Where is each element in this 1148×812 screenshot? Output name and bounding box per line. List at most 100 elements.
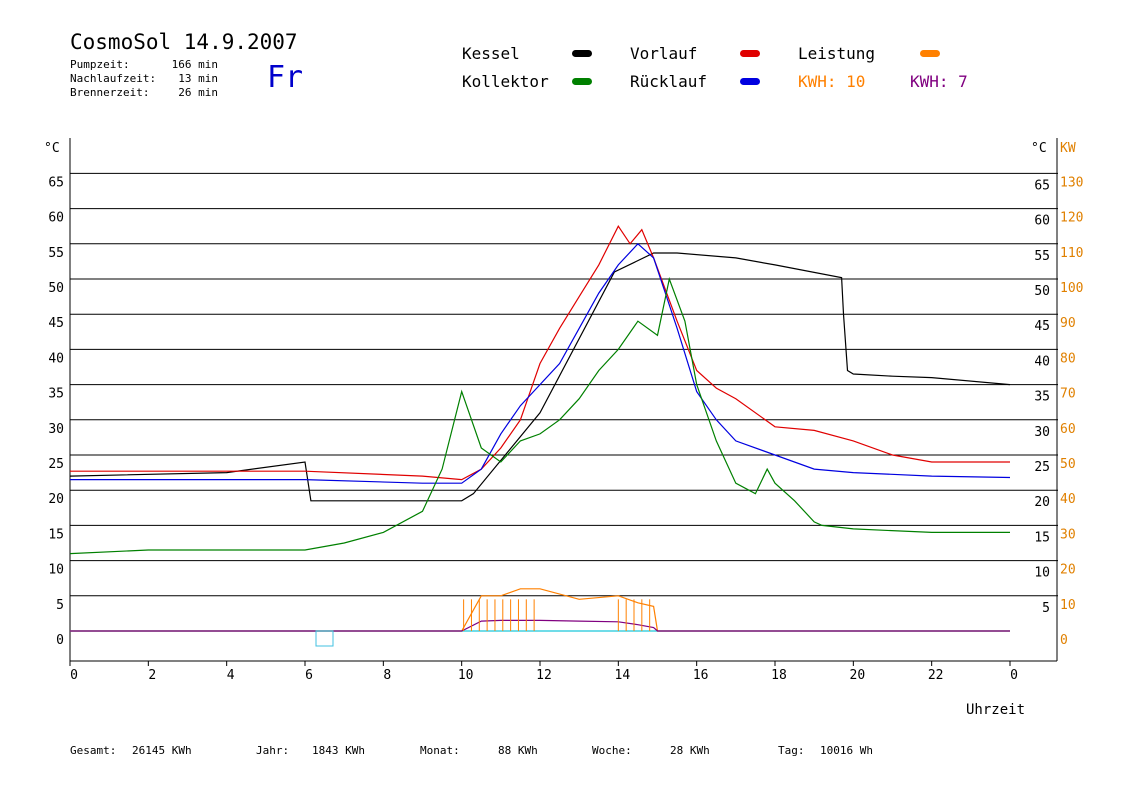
footer-tag-label: Tag:: [778, 744, 805, 757]
y-tick-power-100: 100: [1060, 281, 1083, 296]
y-tick-right-10: 10: [1034, 566, 1050, 581]
x-tick-10: 20: [850, 668, 866, 683]
y-tick-left-10: 10: [48, 563, 64, 578]
legend-kollektor-swatch: [572, 78, 592, 85]
x-axis-label: Uhrzeit: [966, 702, 1025, 718]
x-tick-1: 2: [148, 668, 156, 683]
x-tick-0: 0: [70, 668, 78, 683]
x-tick-8: 16: [693, 668, 709, 683]
footer-monat-value: 88 KWh: [498, 744, 538, 757]
legend-vorlauf-label: Vorlauf: [630, 44, 698, 63]
series-lines: [69, 225, 1011, 632]
y-tick-power-130: 130: [1060, 175, 1083, 190]
series-vorlauf: [70, 225, 1010, 481]
legend-ruecklauf-swatch: [740, 78, 760, 85]
y-tick-power-90: 90: [1060, 316, 1076, 331]
y-tick-power-40: 40: [1060, 492, 1076, 507]
legend-ruecklauf-label: Rücklauf: [630, 72, 708, 91]
y-tick-left-5: 5: [56, 598, 64, 613]
y-tick-left-0: 0: [56, 633, 64, 648]
legend-kollektor-label: Kollektor: [462, 72, 549, 91]
y-tick-power-70: 70: [1060, 387, 1076, 402]
y-tick-right-65: 65: [1034, 178, 1050, 193]
y-tick-left-25: 25: [48, 457, 64, 472]
legend-kwh-leistung: KWH: 10: [798, 72, 866, 91]
y-tick-power-0: 0: [1060, 633, 1068, 648]
y-tick-left-55: 55: [48, 246, 64, 261]
series-kwh: [70, 619, 1010, 632]
footer-woche-value: 28 KWh: [670, 744, 710, 757]
stat-brennerzeit-value: 26 min: [178, 86, 218, 99]
legend-kessel-label: Kessel: [462, 44, 520, 63]
stat-pumpzeit-label: Pumpzeit:: [70, 58, 130, 71]
weekday-label: Fr: [267, 60, 304, 95]
y-tick-left-20: 20: [48, 492, 64, 507]
series-kessel: [69, 252, 1011, 502]
y-tick-left-50: 50: [48, 281, 64, 296]
footer-jahr-label: Jahr:: [256, 744, 290, 757]
footer-tag-value: 10016 Wh: [820, 744, 873, 757]
y-tick-left-35: 35: [48, 387, 64, 402]
y-unit-left: °C: [44, 141, 60, 156]
y-tick-right-25: 25: [1034, 460, 1050, 475]
y-tick-power-120: 120: [1060, 211, 1083, 226]
y-tick-right-50: 50: [1034, 284, 1050, 299]
y-tick-left-30: 30: [48, 422, 64, 437]
y-tick-power-20: 20: [1060, 563, 1076, 578]
y-tick-right-40: 40: [1034, 354, 1050, 369]
stat-nachlaufzeit-label: Nachlaufzeit:: [70, 72, 157, 85]
stat-brennerzeit-label: Brennerzeit:: [70, 86, 150, 99]
y-tick-right-15: 15: [1034, 530, 1050, 545]
legend-leistung-swatch: [920, 50, 940, 57]
footer-woche-label: Woche:: [592, 744, 632, 757]
x-tick-11: 22: [928, 668, 944, 683]
stat-nachlaufzeit-value: 13 min: [178, 72, 218, 85]
grid-lines: [70, 172, 1058, 597]
y-tick-right-20: 20: [1034, 495, 1050, 510]
y-tick-left-60: 60: [48, 211, 64, 226]
x-tick-2: 4: [227, 668, 235, 683]
x-tick-7: 14: [615, 668, 631, 683]
y-tick-right-30: 30: [1034, 425, 1050, 440]
y-tick-power-80: 80: [1060, 351, 1076, 366]
y-tick-power-50: 50: [1060, 457, 1076, 472]
legend-kwh-second: KWH: 7: [910, 72, 968, 91]
y-tick-right-60: 60: [1034, 214, 1050, 229]
legend-kessel-swatch: [572, 50, 592, 57]
x-tick-6: 12: [536, 668, 552, 683]
legend-leistung-label: Leistung: [798, 44, 876, 63]
y-tick-left-15: 15: [48, 527, 64, 542]
x-tick-3: 6: [305, 668, 313, 683]
y-tick-left-40: 40: [48, 351, 64, 366]
x-tick-12: 0: [1010, 668, 1018, 683]
y-tick-power-60: 60: [1060, 422, 1076, 437]
y-tick-left-65: 65: [48, 175, 64, 190]
y-tick-power-30: 30: [1060, 527, 1076, 542]
y-tick-right-55: 55: [1034, 249, 1050, 264]
footer-monat-label: Monat:: [420, 744, 460, 757]
footer-gesamt-value: 26145 KWh: [132, 744, 192, 757]
x-tick-4: 8: [383, 668, 391, 683]
footer-gesamt-label: Gesamt:: [70, 744, 117, 757]
legend-vorlauf-swatch: [740, 50, 760, 57]
footer-jahr-value: 1843 KWh: [312, 744, 365, 757]
y-tick-left-45: 45: [48, 316, 64, 331]
y-tick-power-10: 10: [1060, 598, 1076, 613]
y-tick-power-110: 110: [1060, 246, 1083, 261]
y-unit-right-power: KW: [1060, 141, 1076, 156]
x-tick-9: 18: [771, 668, 787, 683]
series-kollektor: [69, 276, 1010, 555]
y-tick-right-5: 5: [1042, 601, 1050, 616]
axes: [69, 138, 1058, 662]
y-unit-right-temp: °C: [1031, 141, 1047, 156]
y-tick-right-45: 45: [1034, 319, 1050, 334]
series-leistung: [70, 588, 1010, 632]
x-tick-5: 10: [458, 668, 474, 683]
marker-box: [315, 630, 334, 647]
tick-labels: °C °C KW0510152025303540455055606551015202…: [44, 141, 1083, 683]
series-ruecklauf: [70, 242, 1011, 484]
stat-pumpzeit-value: 166 min: [171, 58, 218, 71]
chart-title: CosmoSol 14.9.2007: [70, 30, 298, 54]
y-tick-right-35: 35: [1034, 390, 1050, 405]
